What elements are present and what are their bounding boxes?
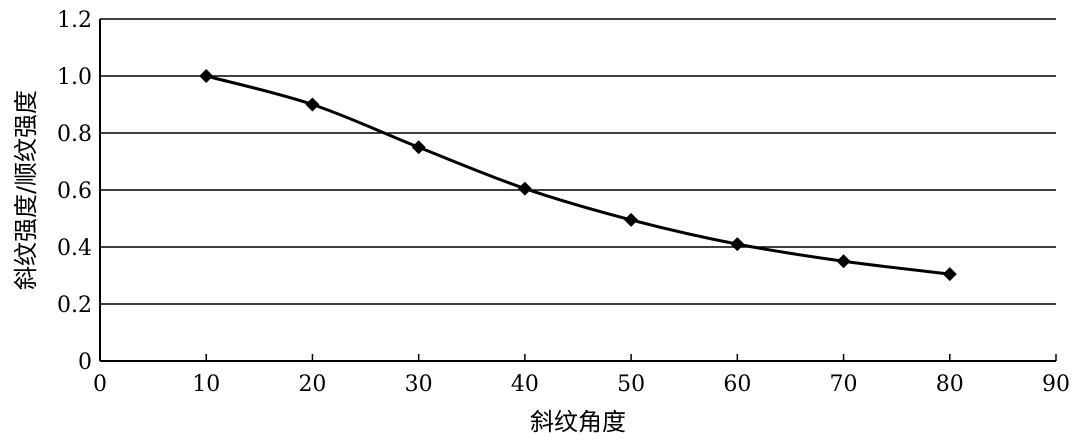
data-point <box>730 237 745 252</box>
y-axis-title: 斜纹强度/顺纹强度 <box>12 90 40 290</box>
data-point <box>411 140 426 155</box>
data-point <box>305 97 320 112</box>
data-point <box>942 267 957 282</box>
y-tick-label: 0.6 <box>57 179 92 204</box>
grid-lines <box>100 18 1056 305</box>
y-tick-label: 1.0 <box>57 65 92 90</box>
data-point <box>624 212 639 227</box>
x-tick-labels: 0 10 20 30 40 50 60 70 80 90 <box>93 372 1070 397</box>
x-tick-label: 70 <box>830 372 858 397</box>
data-point <box>836 254 851 269</box>
y-tick-label: 0.2 <box>57 293 92 318</box>
x-tick-label: 50 <box>617 372 645 397</box>
y-tick-label: 0 <box>78 350 92 375</box>
y-tick-label: 1.2 <box>57 8 92 33</box>
x-tick-label: 60 <box>723 372 751 397</box>
x-tick-label: 90 <box>1042 372 1070 397</box>
y-tick-labels: 0 0.2 0.4 0.6 0.8 1.0 1.2 <box>57 8 92 375</box>
x-tick-label: 80 <box>936 372 964 397</box>
x-tick-label: 10 <box>192 372 220 397</box>
series-line <box>205 74 950 276</box>
axes <box>99 19 1057 362</box>
y-tick-label: 0.8 <box>57 122 92 147</box>
data-point <box>199 69 214 83</box>
data-point <box>517 181 532 196</box>
data-series <box>199 69 957 282</box>
x-tick-label: 30 <box>405 372 433 397</box>
x-axis-title: 斜纹角度 <box>530 408 626 436</box>
x-tick-label: 0 <box>93 372 107 397</box>
y-tick-label: 0.4 <box>57 236 92 261</box>
x-tick-label: 40 <box>511 372 539 397</box>
x-tick-label: 20 <box>298 372 326 397</box>
